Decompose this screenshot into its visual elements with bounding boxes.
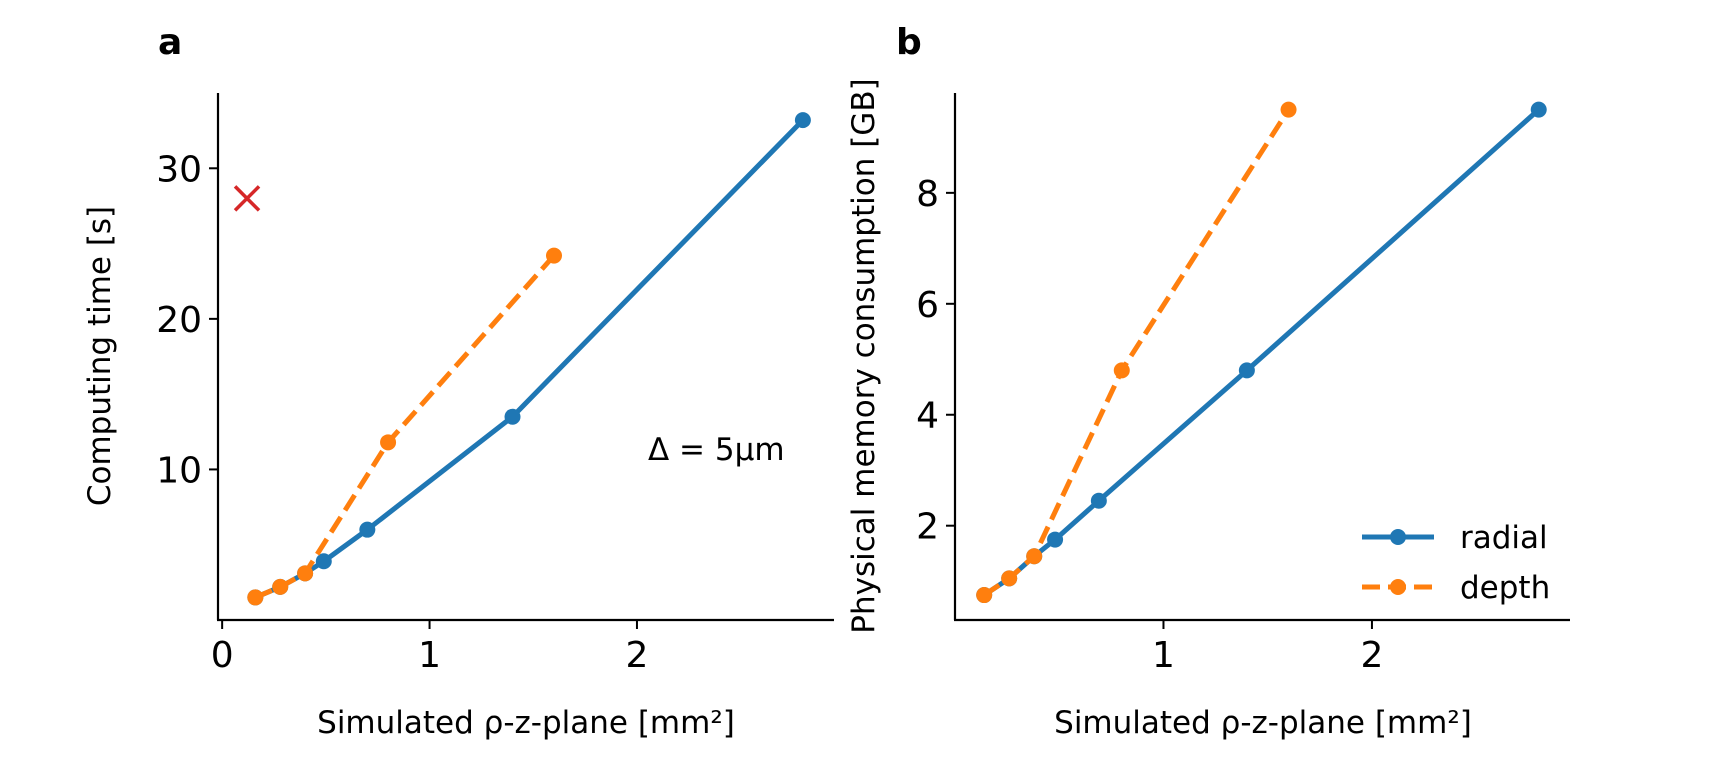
panel-b-x-tick-label: 1 [1152, 635, 1175, 676]
panel-a-point-radial [504, 408, 521, 425]
panel-b-point-depth [976, 587, 993, 604]
legend-entry-depth: depth [1362, 570, 1550, 606]
panel-b-y-tick-label: 4 [916, 396, 939, 437]
legend: radial depth [1362, 520, 1550, 606]
panel-a-point-radial [359, 521, 376, 538]
panel-a-series [247, 112, 811, 606]
panel-a-x-tick-label: 1 [418, 635, 441, 676]
panel-a-x-marker [233, 185, 261, 212]
panel-b-point-depth [1026, 548, 1043, 565]
panel-a-point-depth [546, 247, 562, 264]
panel-a-point-depth [380, 434, 397, 451]
legend-marker-depth [1390, 579, 1406, 595]
panel-a-y-label: Computing time [s] [82, 206, 118, 506]
panel-b-point-radial [1047, 531, 1064, 548]
panel-b-y-label: Physical memory consumption [GB] [846, 78, 882, 633]
panel-a-x-label: Simulated ρ-z-plane [mm²] [317, 705, 735, 741]
panel-a-x-ticks: 0 1 2 [211, 620, 649, 676]
legend-label-radial: radial [1460, 520, 1548, 556]
panel-b-point-radial [1238, 362, 1255, 379]
panel-a-x-tick-label: 0 [211, 635, 234, 676]
panel-b-series [976, 101, 1547, 604]
legend-label-depth: depth [1460, 570, 1550, 606]
panel-a: a 0 1 2 10 20 30 Δ = 5μm Simulated ρ-z-plane… [82, 22, 834, 741]
panel-b-y-tick-label: 8 [916, 174, 939, 215]
panel-b-point-depth [1280, 101, 1297, 118]
panel-a-y-tick-label: 20 [156, 300, 202, 341]
panel-b-series-line-radial [982, 107, 1541, 598]
legend-marker-radial [1390, 529, 1406, 545]
panel-a-x-tick-label: 2 [626, 635, 649, 676]
panel-b-series-line-depth [982, 108, 1291, 598]
panel-a-y-ticks: 10 20 30 [156, 149, 218, 491]
panel-b-point-depth [1113, 362, 1130, 379]
panel-b-y-tick-label: 6 [916, 285, 939, 326]
panel-a-label: a [158, 22, 182, 63]
panel-a-markers [233, 185, 261, 212]
panel-a-y-tick-label: 10 [156, 450, 202, 491]
panel-b-point-radial [1090, 492, 1107, 509]
panel-b-label: b [896, 22, 922, 63]
panel-a-point-radial [794, 112, 811, 129]
panel-b-y-ticks: 2 4 6 8 [916, 174, 955, 548]
panel-b-point-depth [1001, 570, 1018, 587]
panel-a-series-line-depth [254, 253, 556, 600]
legend-entry-radial: radial [1362, 520, 1548, 556]
panel-b-x-label: Simulated ρ-z-plane [mm²] [1054, 705, 1472, 741]
panel-a-point-radial [315, 553, 332, 570]
panel-a-y-tick-label: 30 [156, 149, 202, 190]
panel-b-y-tick-label: 2 [916, 507, 939, 548]
panel-b-point-radial [1530, 101, 1547, 118]
panel-b-x-tick-label: 2 [1360, 635, 1383, 676]
panel-a-annotation: Δ = 5μm [648, 432, 785, 468]
panel-a-point-depth [272, 578, 289, 595]
panel-a-point-depth [297, 565, 314, 582]
panel-a-point-depth [247, 589, 264, 606]
